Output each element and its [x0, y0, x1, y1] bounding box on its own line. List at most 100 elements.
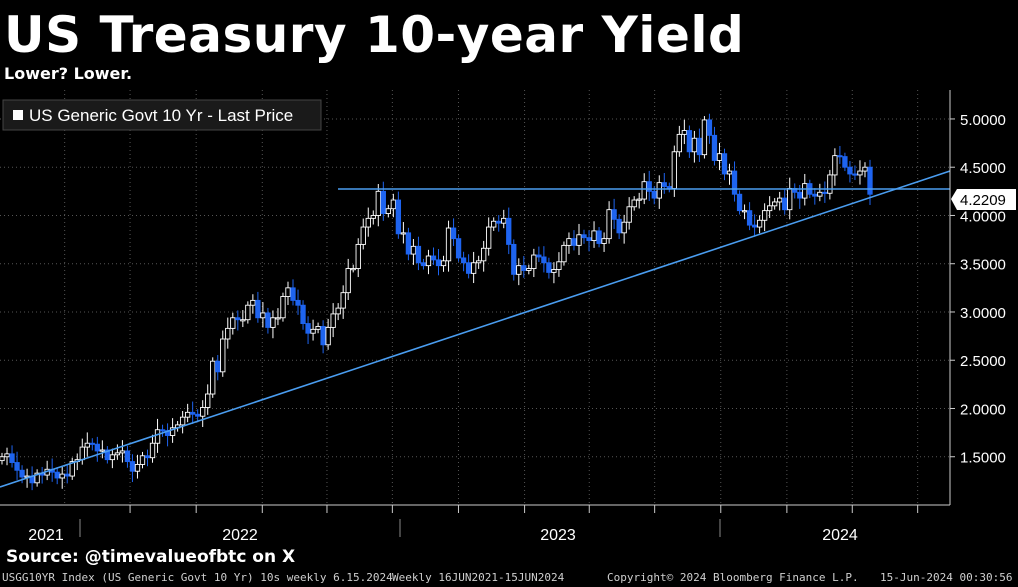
candle-body	[0, 456, 5, 462]
candle-body	[751, 224, 758, 228]
candle-body	[335, 307, 341, 315]
source-note: Source: @timevalueofbtc on X	[6, 547, 296, 567]
candle-body	[4, 453, 10, 458]
candle-body	[99, 449, 105, 452]
candle-body	[144, 455, 151, 459]
candle-body	[516, 265, 522, 275]
candle-body	[611, 209, 617, 220]
candle-body	[195, 413, 201, 417]
candle-body	[671, 151, 677, 189]
candle-body	[159, 429, 166, 432]
candle-body	[465, 262, 472, 274]
candle-body	[385, 208, 391, 214]
candle-body	[355, 243, 361, 269]
y-tick-label: 3.0000	[960, 305, 1006, 322]
candle-body	[721, 153, 728, 175]
candle-body	[486, 226, 492, 249]
candle-body	[736, 193, 743, 212]
candle-body	[716, 153, 723, 161]
candle-body	[365, 217, 371, 228]
candle-body	[706, 119, 713, 136]
candle-body	[641, 181, 647, 200]
candle-body	[631, 199, 637, 208]
candle-body	[134, 464, 141, 472]
candle-body	[265, 312, 271, 328]
candle-body	[405, 232, 412, 255]
candle-body	[621, 221, 627, 234]
candle-body	[661, 182, 667, 187]
candle-body	[812, 193, 818, 197]
candle-body	[260, 312, 266, 319]
candle-body	[380, 190, 386, 214]
candle-body	[481, 247, 487, 262]
candle-body	[822, 191, 828, 194]
candle-body	[460, 257, 467, 264]
candle-body	[475, 260, 482, 264]
candle-body	[511, 243, 517, 275]
candle-body	[345, 268, 351, 294]
candle-body	[782, 197, 788, 211]
candle-body	[576, 234, 582, 246]
candle-body	[501, 217, 507, 224]
y-tick-label: 4.0000	[960, 208, 1006, 225]
candle-body	[320, 326, 326, 346]
candle-body	[867, 166, 873, 195]
candle-body	[64, 473, 70, 477]
candle-body	[571, 238, 577, 246]
candle-body	[390, 199, 397, 210]
candle-body	[726, 170, 733, 175]
candle-body	[375, 190, 381, 216]
candle-body	[360, 226, 366, 245]
candle-body	[290, 287, 296, 301]
candle-body	[235, 317, 241, 321]
y-tick-label: 2.0000	[960, 401, 1006, 418]
candle-body	[280, 296, 286, 319]
footer-range: Weekly 16JUN2021-15JUN2024	[392, 571, 565, 584]
candle-body	[455, 238, 462, 259]
chart-subtitle: Lower? Lower.	[4, 64, 133, 83]
candle-body	[606, 209, 612, 240]
candle-body	[139, 455, 146, 465]
candle-body	[270, 317, 276, 328]
candle-body	[772, 201, 778, 207]
candle-body	[14, 462, 20, 471]
candle-body	[787, 187, 793, 211]
candle-body	[531, 254, 537, 269]
candle-body	[591, 230, 597, 242]
candle-body	[656, 182, 662, 199]
candle-body	[731, 170, 738, 195]
candle-body	[350, 268, 356, 271]
candle-body	[857, 170, 863, 176]
candle-body	[596, 230, 602, 244]
candle-body	[496, 220, 502, 224]
footer-bar: USGG10YR Index (US Generic Govt 10 Yr) 1…	[0, 569, 1018, 587]
candle-body	[691, 137, 698, 153]
candle-body	[300, 304, 306, 325]
x-tick-label: 2021	[28, 527, 64, 544]
rising-trendline	[0, 170, 951, 488]
candle-body	[215, 360, 221, 373]
candle-body	[124, 450, 131, 463]
candle-body	[827, 174, 833, 194]
candle-body	[521, 265, 527, 271]
candle-body	[837, 155, 843, 158]
candle-body	[119, 450, 126, 454]
candle-body	[179, 416, 186, 426]
candle-body	[852, 173, 858, 176]
candle-body	[84, 442, 90, 448]
candle-body	[325, 326, 331, 346]
candle-body	[79, 446, 85, 461]
candle-body	[847, 166, 853, 175]
y-tick-label: 3.5000	[960, 257, 1006, 274]
candle-body	[129, 461, 136, 472]
candle-body	[240, 319, 246, 322]
footer-ticker: USGG10YR Index (US Generic Govt 10 Yr) 1…	[2, 571, 393, 584]
candle-body	[245, 304, 251, 321]
candle-body	[450, 227, 457, 240]
candle-body	[210, 360, 216, 395]
axes: 1.5000 2.0000 2.5000 3.0000 3.5000 4.0000 4.50…	[0, 90, 1006, 544]
candle-body	[330, 313, 336, 328]
candle-body	[435, 259, 442, 267]
x-tick-label: 2022	[222, 527, 258, 544]
